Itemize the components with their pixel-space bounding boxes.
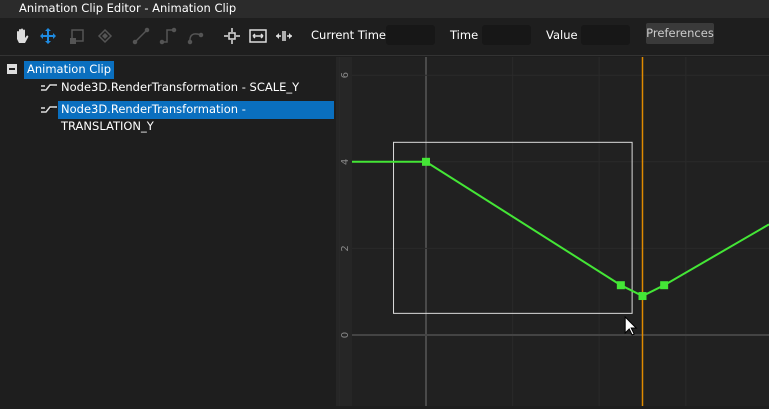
current-time-label: Current Time [311, 28, 386, 42]
keyframe-icon[interactable] [95, 26, 115, 46]
tree-root-animation-clip[interactable]: Animation Clip [24, 61, 115, 79]
tree-item-scale-y[interactable]: Node3D.RenderTransformation - SCALE_Y [61, 80, 300, 94]
fit-view-icon[interactable] [248, 26, 268, 46]
value-label: Value [546, 28, 578, 42]
current-time-input[interactable] [386, 25, 435, 45]
scale-icon[interactable] [67, 26, 87, 46]
time-input[interactable] [482, 25, 531, 45]
track-tree: Animation Clip Node3D.RenderTransformati… [0, 57, 334, 406]
y-tick-label: 6 [340, 72, 351, 78]
step-tangent-icon[interactable] [158, 26, 178, 46]
selection-rectangle [393, 141, 633, 314]
curve-chart[interactable]: 6 4 2 0 [336, 57, 769, 406]
smooth-tangent-icon[interactable] [185, 26, 205, 46]
keyframe-point[interactable] [660, 281, 669, 290]
linear-tangent-icon[interactable] [131, 26, 151, 46]
toolbar: Current Time Time Value Preferences [0, 18, 769, 56]
hand-icon[interactable] [12, 26, 32, 46]
collapse-icon[interactable] [7, 64, 17, 74]
keyframe-point[interactable] [422, 157, 430, 166]
mouse-cursor-icon [624, 315, 638, 336]
curve-graph[interactable]: 6 4 2 0 [336, 57, 769, 406]
axis-strip [336, 57, 352, 406]
curve-line [352, 160, 769, 298]
keyframe-point[interactable] [616, 281, 625, 290]
curve-track-icon [40, 82, 58, 96]
move-icon[interactable] [38, 26, 58, 46]
time-label: Time [450, 28, 479, 42]
expand-horizontal-icon[interactable] [274, 26, 294, 46]
center-view-icon[interactable] [222, 26, 242, 46]
window-title: Animation Clip Editor - Animation Clip [0, 0, 769, 18]
preferences-button[interactable]: Preferences [646, 23, 714, 44]
value-input[interactable] [581, 25, 630, 45]
keyframe-point[interactable] [638, 292, 647, 301]
y-tick-label: 0 [340, 332, 351, 338]
y-tick-label: 2 [340, 245, 351, 251]
y-tick-label: 4 [340, 159, 351, 165]
curve-track-icon [40, 104, 58, 118]
tree-item-translation-y[interactable]: Node3D.RenderTransformation - TRANSLATIO… [58, 101, 334, 133]
